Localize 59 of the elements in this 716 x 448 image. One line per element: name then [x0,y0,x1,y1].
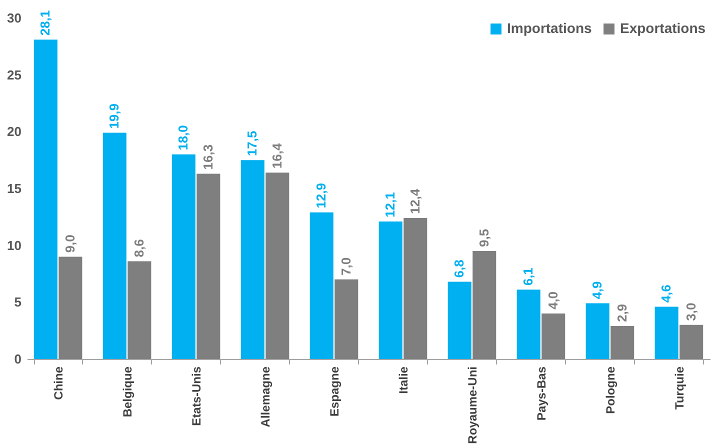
bar [34,40,58,359]
data-label: 4,9 [590,281,605,300]
y-tick-label: 0 [14,352,22,366]
data-label: 28,1 [38,10,53,36]
bar [266,172,290,359]
x-tick-label: Pologne [603,366,618,414]
legend-label: Importations [507,20,592,36]
data-label: 6,1 [520,268,536,286]
bar [472,251,496,359]
y-tick-label: 25 [7,67,22,82]
data-label: 19,9 [106,103,122,129]
y-tick-label: 10 [7,238,22,253]
data-label: 3,0 [683,302,698,321]
x-tick-label: Espagne [328,366,342,417]
data-label: 7,0 [338,257,354,276]
bar [654,306,678,359]
x-tick-label: Etats-Unis [190,366,204,426]
data-label: 17,5 [244,130,260,156]
y-tick-label: 30 [7,10,22,26]
y-tick-label: 15 [7,181,22,196]
data-label: 9,0 [62,234,78,253]
bar [404,218,428,359]
x-tick-label: Allemagne [258,366,273,428]
x-tick-label: Turquie [672,366,686,410]
data-label: 4,6 [658,284,674,303]
bar [334,279,358,359]
bar [102,132,126,359]
data-label: 16,4 [269,142,284,169]
bar [610,326,634,359]
y-tick-label: 5 [14,294,22,310]
bar [516,290,540,359]
bar [196,174,220,359]
x-tick-label: Royaume-Uni [465,366,480,444]
x-tick-label: Italie [396,366,410,394]
bar [680,324,704,359]
x-tick-label: Pays-Bas [534,366,548,421]
x-tick-label: Belgique [120,366,135,418]
data-label: 18,0 [176,125,191,150]
data-label: 12,1 [382,192,398,218]
data-label: 16,3 [200,144,216,170]
data-label: 8,6 [131,239,146,258]
data-label: 4,0 [545,291,560,310]
bar [310,212,334,359]
data-label: 2,9 [614,304,630,322]
bar [378,221,402,359]
bar [172,154,196,359]
data-label: 9,5 [476,228,492,248]
bar [128,261,152,359]
bar [542,314,566,359]
data-label: 12,9 [314,183,329,208]
data-label: 6,8 [452,260,467,278]
bar [586,303,610,359]
x-tick-label: Chine [52,366,66,400]
data-label: 12,4 [407,188,422,214]
bar [58,256,82,359]
y-tick-label: 20 [7,124,22,140]
legend-label: Exportations [620,20,706,36]
bar [448,282,472,359]
bar [240,160,264,359]
